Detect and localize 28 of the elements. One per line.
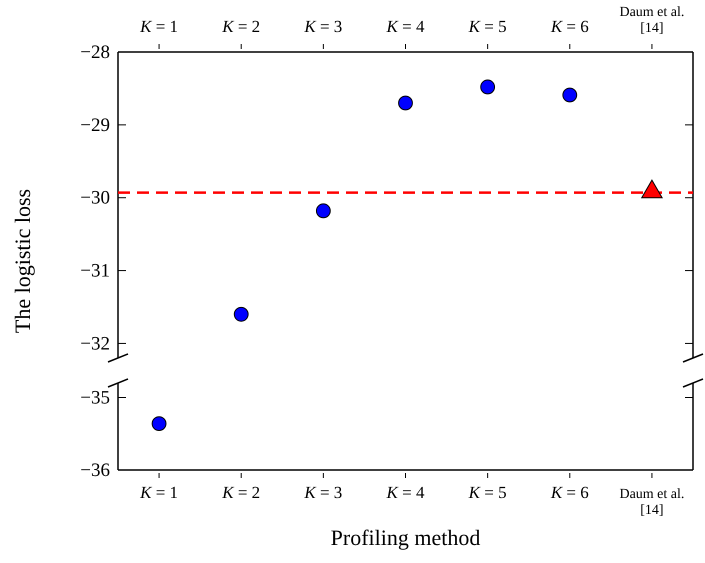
x-tick-label: K = 1	[139, 483, 178, 502]
x-tick-label: K = 1	[139, 17, 178, 36]
y-tick-label: −36	[80, 460, 110, 481]
x-axis-title: Profiling method	[330, 525, 480, 550]
x-tick-label: K = 2	[221, 17, 260, 36]
y-tick-label: −31	[80, 260, 110, 282]
point	[234, 306, 249, 322]
point	[562, 88, 578, 102]
x-tick-label: K = 4	[386, 483, 425, 502]
x-tick-label: K = 6	[550, 17, 589, 36]
x-tick-label: K = 3	[303, 17, 342, 36]
x-tick-label: K = 4	[386, 17, 425, 36]
point	[480, 80, 496, 94]
x-tick-label: K = 6	[550, 483, 589, 502]
y-tick-label: −30	[80, 188, 110, 209]
x-tick-label: K = 3	[303, 483, 342, 502]
y-axis-title: The logistic loss	[10, 188, 35, 334]
y-tick-label: −29	[80, 114, 110, 136]
x-tick-label: Daum et al. [14]	[619, 5, 684, 36]
y-tick-label: −35	[80, 388, 110, 408]
point	[398, 96, 413, 110]
x-tick-label: K = 5	[468, 17, 507, 36]
y-tick-label: −28	[80, 42, 110, 63]
x-tick-label: K = 5	[468, 483, 507, 502]
point	[316, 203, 331, 218]
x-tick-label: Daum et al. [14]	[619, 487, 684, 518]
y-tick-label: −32	[80, 333, 110, 354]
x-tick-label: K = 2	[221, 483, 260, 502]
